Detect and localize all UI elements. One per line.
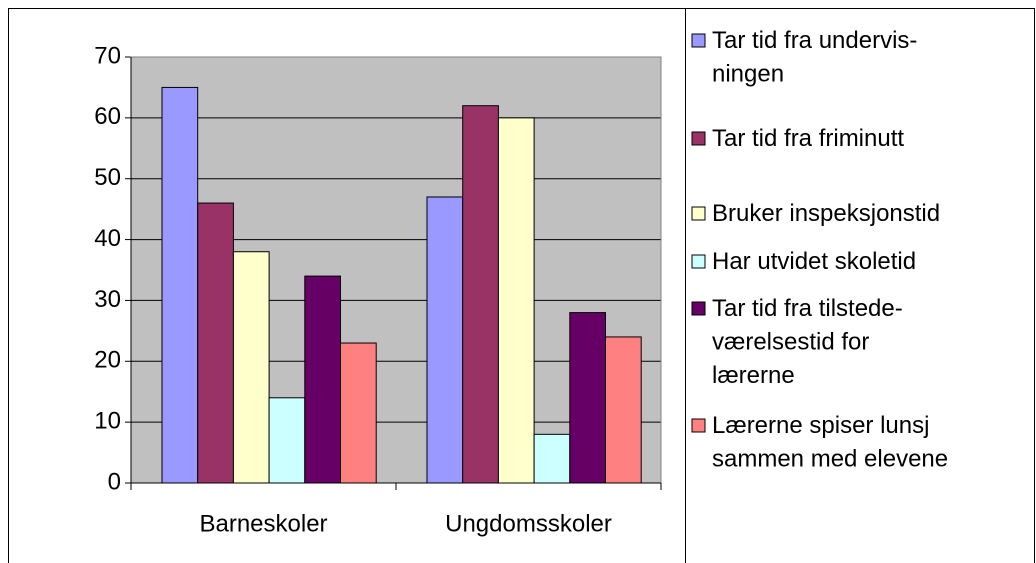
y-tick-label: 70 bbox=[94, 42, 121, 69]
legend-label: Tar tid fra friminutt bbox=[712, 125, 904, 152]
legend-swatch bbox=[691, 206, 706, 221]
y-tick-label: 60 bbox=[94, 103, 121, 130]
bar bbox=[161, 86, 199, 484]
legend-label: Tar tid fra tilstede-værelsestid for lære… bbox=[712, 295, 903, 389]
legend-label: Har utvidet skoletid bbox=[712, 248, 916, 275]
legend-label-line: Har utvidet skoletid bbox=[712, 248, 916, 275]
x-tick-label: Barneskoler bbox=[199, 510, 327, 537]
legend-label-line: værelsestid for bbox=[712, 329, 869, 356]
bar bbox=[197, 202, 234, 484]
legend-swatch bbox=[691, 254, 706, 269]
bar bbox=[304, 275, 341, 484]
bar bbox=[268, 397, 306, 484]
x-tick-label: Ungdomsskoler bbox=[445, 510, 612, 537]
legend-label-line: Bruker inspeksjonstid bbox=[712, 200, 940, 227]
legend-label: Bruker inspeksjonstid bbox=[712, 200, 940, 227]
bar bbox=[533, 433, 571, 484]
legend-swatch bbox=[691, 301, 706, 316]
y-tick-label: 50 bbox=[94, 164, 121, 191]
legend-label-line: lærerne bbox=[712, 362, 795, 389]
legend-swatch bbox=[691, 418, 706, 433]
bar bbox=[497, 117, 535, 484]
legend-label-line: ningen bbox=[712, 61, 784, 88]
bar bbox=[605, 336, 642, 484]
legend-swatch bbox=[691, 33, 706, 48]
legend-swatch bbox=[691, 131, 706, 146]
y-tick-label: 0 bbox=[108, 468, 121, 495]
y-tick-label: 30 bbox=[94, 286, 121, 313]
legend-label-line: Tar tid fra tilstede- bbox=[712, 295, 903, 322]
bar bbox=[462, 105, 499, 484]
legend-label: Lærerne spiser lunsj sammen med elevene bbox=[712, 412, 948, 473]
chart-border bbox=[8, 8, 1035, 563]
legend-label: Tar tid fra undervis-ningen bbox=[712, 27, 917, 88]
bar bbox=[426, 196, 464, 484]
bar bbox=[340, 342, 377, 484]
legend-label-line: Lærerne spiser lunsj bbox=[712, 412, 929, 439]
bar bbox=[569, 312, 606, 484]
y-tick-label: 40 bbox=[94, 225, 121, 252]
legend-label-line: sammen med elevene bbox=[712, 446, 948, 473]
legend-label-line: Tar tid fra friminutt bbox=[712, 125, 904, 152]
y-tick-label: 20 bbox=[94, 347, 121, 374]
bar bbox=[232, 251, 270, 484]
legend-label-line: Tar tid fra undervis- bbox=[712, 27, 917, 54]
y-tick-label: 10 bbox=[94, 407, 121, 434]
